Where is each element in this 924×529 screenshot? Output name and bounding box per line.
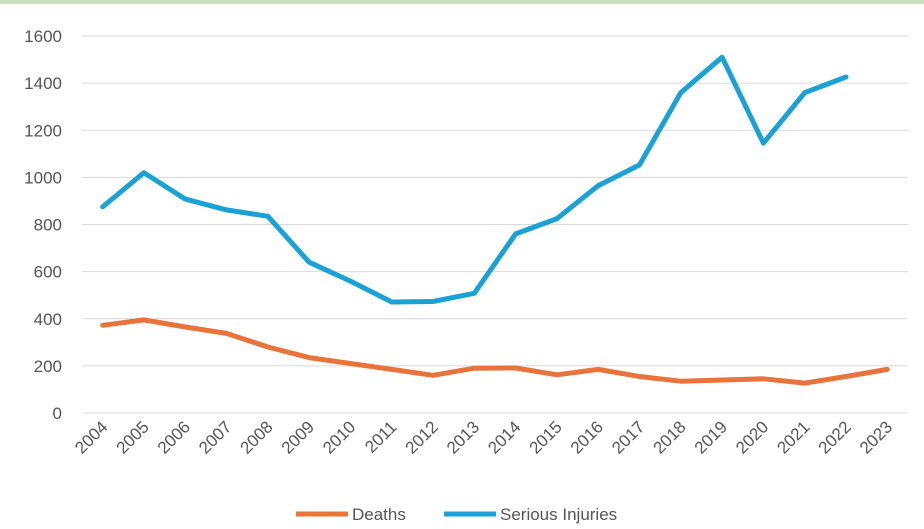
y-tick-label: 0 — [53, 404, 62, 423]
y-tick-label: 1400 — [24, 74, 62, 93]
x-tick-label: 2022 — [815, 417, 855, 457]
y-tick-label: 1600 — [24, 27, 62, 46]
series-serious-injuries — [100, 54, 849, 305]
x-tick-label: 2015 — [526, 417, 566, 457]
x-axis-ticks: 2004 2005 2006 2007 2008 2009 2010 2011 2012 2013… — [71, 417, 896, 457]
series-lines — [100, 54, 890, 386]
y-tick-label: 200 — [34, 357, 62, 376]
x-tick-label: 2009 — [278, 417, 318, 457]
y-tick-label: 400 — [34, 310, 62, 329]
y-tick-label: 800 — [34, 216, 62, 235]
x-tick-label: 2018 — [649, 417, 689, 457]
series-line-deaths — [100, 317, 890, 386]
x-tick-label: 2004 — [71, 417, 111, 457]
x-tick-label: 2016 — [567, 417, 607, 457]
series-line-serious-injuries — [100, 54, 849, 305]
x-tick-label: 2014 — [484, 417, 524, 457]
x-tick-label: 2010 — [319, 417, 359, 457]
y-tick-label: 600 — [34, 263, 62, 282]
x-tick-label: 2012 — [402, 417, 442, 457]
grid-lines — [82, 35, 908, 414]
x-tick-label: 2005 — [113, 417, 153, 457]
x-tick-label: 2017 — [608, 417, 648, 457]
x-tick-label: 2021 — [773, 417, 813, 457]
y-axis-ticks: 0 200 400 600 800 1000 1200 1400 1600 — [24, 27, 62, 423]
y-tick-label: 1000 — [24, 168, 62, 187]
x-tick-label: 2013 — [443, 417, 483, 457]
x-tick-label: 2007 — [195, 417, 235, 457]
y-tick-label: 1200 — [24, 121, 62, 140]
legend: Deaths Serious Injuries — [296, 505, 617, 524]
x-tick-label: 2006 — [154, 417, 194, 457]
x-tick-label: 2008 — [236, 417, 276, 457]
x-tick-label: 2023 — [856, 417, 896, 457]
legend-label-deaths: Deaths — [352, 505, 406, 524]
x-tick-label: 2020 — [732, 417, 772, 457]
series-deaths — [100, 317, 890, 386]
x-tick-label: 2011 — [361, 417, 400, 456]
x-tick-label: 2019 — [691, 417, 731, 457]
legend-item-deaths: Deaths — [296, 505, 406, 524]
legend-item-serious-injuries: Serious Injuries — [444, 505, 617, 524]
legend-label-serious-injuries: Serious Injuries — [500, 505, 617, 524]
